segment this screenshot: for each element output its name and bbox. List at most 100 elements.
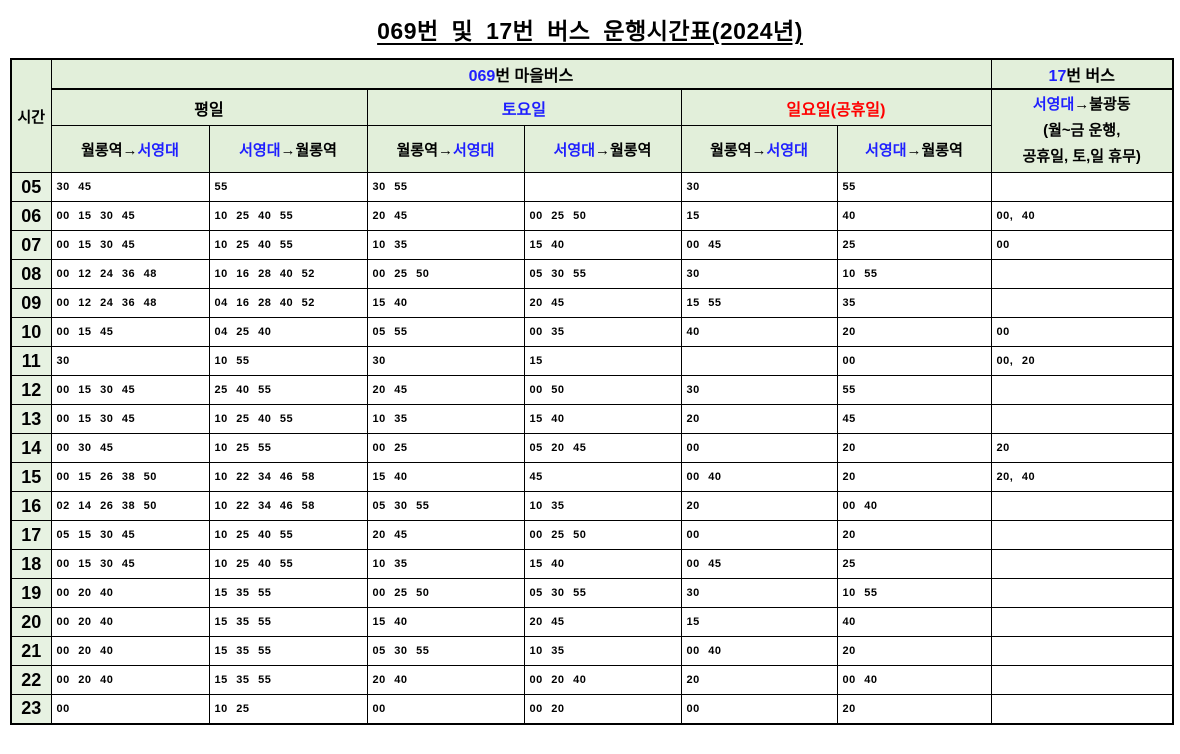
- hour-cell: 09: [10, 288, 52, 318]
- time-cell: 20 45: [523, 607, 682, 637]
- time-cell: 00 40: [680, 636, 838, 666]
- hour-cell: 13: [10, 404, 52, 434]
- time-cell: 00 20 40: [50, 578, 210, 608]
- table-row: 20 00 20 40 15 35 55 15 40 20 45 15 40: [10, 607, 1174, 637]
- hour-cell: 08: [10, 259, 52, 289]
- time-cell: 10 35: [366, 230, 525, 260]
- bus17-note-line1: (월~금 운행,: [1043, 122, 1121, 139]
- table-row: 17 05 15 30 45 10 25 40 55 20 45 00 25 50 00 2…: [10, 520, 1174, 550]
- time-cell: 10 55: [836, 578, 992, 608]
- time-cell: [990, 578, 1174, 608]
- time-cell: 00 15 30 45: [50, 375, 210, 405]
- time-cell: 40: [836, 201, 992, 231]
- time-cell: 00, 20: [990, 346, 1174, 376]
- time-cell: 00 20 40: [50, 636, 210, 666]
- time-cell: 00: [836, 346, 992, 376]
- time-cell: 30: [50, 346, 210, 376]
- hour-cell: 15: [10, 462, 52, 492]
- time-cell: 00: [990, 230, 1174, 260]
- time-cell: 00 25 50: [366, 259, 525, 289]
- hour-cell: 11: [10, 346, 52, 376]
- time-cell: 00 15 30 45: [50, 404, 210, 434]
- time-cell: 20, 40: [990, 462, 1174, 492]
- time-cell: 00: [990, 317, 1174, 347]
- bus17-header: 17번 버스: [990, 58, 1174, 90]
- time-cell: 20 45: [523, 288, 682, 318]
- time-cell: 55: [836, 172, 992, 202]
- time-cell: 15 55: [680, 288, 838, 318]
- hour-cell: 17: [10, 520, 52, 550]
- time-cell: 45: [523, 462, 682, 492]
- time-cell: 25: [836, 549, 992, 579]
- time-cell: 10 25 55: [208, 433, 368, 463]
- time-cell: 15 40: [523, 404, 682, 434]
- time-cell: 05 30 55: [366, 636, 525, 666]
- bus17-number: 17: [1048, 68, 1067, 85]
- time-cell: 20: [680, 665, 838, 695]
- bus17-note-line2: 공휴일, 토,일 휴무): [1022, 148, 1141, 165]
- time-cell: 00 20 40: [50, 607, 210, 637]
- time-cell: 20 45: [366, 201, 525, 231]
- time-cell: 00 45: [680, 230, 838, 260]
- hour-cell: 06: [10, 201, 52, 231]
- time-cell: 20: [836, 520, 992, 550]
- time-cell: [990, 375, 1174, 405]
- time-cell: 00 25 50: [523, 201, 682, 231]
- time-cell: 20: [836, 694, 992, 724]
- table-row: 21 00 20 40 15 35 55 05 30 55 10 35 00 40 20: [10, 636, 1174, 666]
- time-cell: 20: [836, 317, 992, 347]
- time-cell: [990, 607, 1174, 637]
- hour-cell: 14: [10, 433, 52, 463]
- time-cell: 00: [680, 433, 838, 463]
- time-cell: 20: [990, 433, 1174, 463]
- bus069-number: 069: [468, 68, 496, 85]
- time-cell: 30: [680, 578, 838, 608]
- time-cell: 00: [680, 520, 838, 550]
- time-cell: 10 55: [208, 346, 368, 376]
- time-cell: 20: [680, 404, 838, 434]
- timetable-header: 시간 069번 마을버스 17번 버스 평일 토요일 일요일(공휴일) 서영대→…: [10, 58, 1174, 173]
- table-row: 07 00 15 30 45 10 25 40 55 10 35 15 40 00 45 2…: [10, 230, 1174, 260]
- time-cell: 00 15 45: [50, 317, 210, 347]
- time-cell: 00 50: [523, 375, 682, 405]
- time-cell: 00: [680, 694, 838, 724]
- time-cell: 10 35: [523, 491, 682, 521]
- time-cell: 00 30 45: [50, 433, 210, 463]
- time-cell: 00 20 40: [523, 665, 682, 695]
- time-cell: [990, 694, 1174, 724]
- hour-cell: 19: [10, 578, 52, 608]
- time-cell: 15 40: [366, 288, 525, 318]
- time-cell: 15 35 55: [208, 607, 368, 637]
- time-cell: 30 45: [50, 172, 210, 202]
- time-cell: 20 45: [366, 375, 525, 405]
- time-cell: 20: [836, 462, 992, 492]
- time-cell: 00 35: [523, 317, 682, 347]
- time-cell: 00, 40: [990, 201, 1174, 231]
- day-section-sunday: 일요일(공휴일): [680, 88, 992, 127]
- time-cell: 04 16 28 40 52: [208, 288, 368, 318]
- time-cell: [990, 665, 1174, 695]
- day-section-weekday: 평일: [50, 88, 368, 127]
- time-cell: 30 55: [366, 172, 525, 202]
- direction-header-sunday-outbound: 월롱역→서영대: [680, 125, 838, 173]
- time-cell: [990, 288, 1174, 318]
- table-row: 18 00 15 30 45 10 25 40 55 10 35 15 40 00 45 2…: [10, 549, 1174, 579]
- hour-column-header: 시간: [10, 58, 52, 173]
- hour-cell: 20: [10, 607, 52, 637]
- bus-timetable: 시간 069번 마을버스 17번 버스 평일 토요일 일요일(공휴일) 서영대→…: [10, 58, 1174, 725]
- bus17-route-header: 서영대→불광동 (월~금 운행, 공휴일, 토,일 휴무): [990, 88, 1174, 173]
- time-cell: 10 25 40 55: [208, 549, 368, 579]
- time-cell: [990, 404, 1174, 434]
- time-cell: [990, 520, 1174, 550]
- hour-cell: 22: [10, 665, 52, 695]
- time-cell: 10 25 40 55: [208, 230, 368, 260]
- time-cell: 10 35: [523, 636, 682, 666]
- time-cell: 00 40: [836, 491, 992, 521]
- time-cell: 05 20 45: [523, 433, 682, 463]
- time-cell: 30: [680, 172, 838, 202]
- time-cell: 10 55: [836, 259, 992, 289]
- time-cell: 10 16 28 40 52: [208, 259, 368, 289]
- hour-cell: 05: [10, 172, 52, 202]
- time-cell: 10 25: [208, 694, 368, 724]
